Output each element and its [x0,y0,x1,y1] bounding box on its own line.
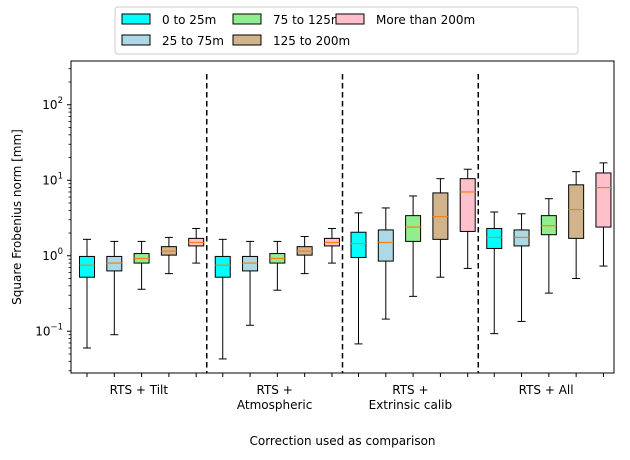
box-2-2 [405,215,422,242]
legend-frame [114,6,579,55]
legend-swatch [232,34,262,46]
box-4-2 [459,178,476,232]
legend-swatch [232,13,262,25]
legend-label: 25 to 75m [162,34,224,48]
y-tick-label: 10−1 [35,322,63,338]
legend: 0 to 25m 25 to 75m 75 to 125m 125 to 200m Mo… [114,6,579,55]
x-group-label: Atmospheric [237,398,312,412]
legend-label: 75 to 125m [273,13,343,27]
box-0-0 [79,255,95,278]
legend-label: More than 200m [376,13,475,27]
x-group-label: Extrinsic calib [369,398,453,412]
box-1-2 [377,229,394,262]
x-axis-title: Correction used as comparison [249,434,435,448]
y-tick-label: 100 [42,247,63,263]
legend-label: 125 to 200m [273,34,350,48]
legend-swatch [121,34,151,46]
axes-frame [70,60,615,374]
box-4-3 [595,172,612,228]
legend-label: 0 to 25m [162,13,216,27]
plot-area [79,74,612,373]
x-group-label: RTS + [392,383,428,397]
box-0-2 [350,231,367,258]
legend-swatch [121,13,151,25]
y-tick-label: 102 [42,96,63,112]
x-group-label: RTS + [256,383,292,397]
y-axis-title: Square Frobenius norm [mm] [10,129,24,305]
y-tick-label: 101 [42,171,63,187]
box-0-3 [486,227,503,249]
legend-swatch [335,13,365,25]
box-0-1 [214,255,231,278]
x-group-label: RTS + All [519,383,574,397]
x-group-label: RTS + Tilt [110,383,169,397]
box-3-3 [568,184,585,239]
